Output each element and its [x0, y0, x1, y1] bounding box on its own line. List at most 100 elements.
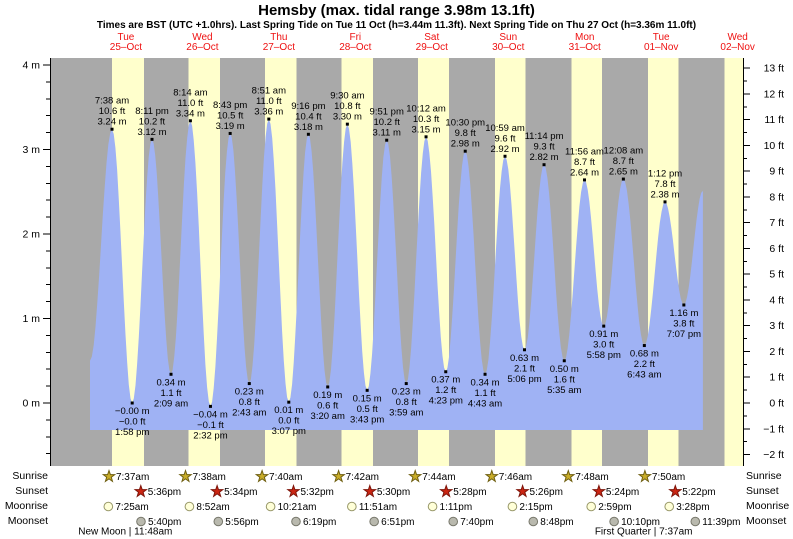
tide-annotation-low: 1.16 m: [669, 308, 698, 319]
right-axis-label: 2 ft: [769, 346, 784, 358]
tide-annotation-low: −0.1 ft: [197, 420, 224, 431]
sunrise-star-icon: [408, 468, 423, 483]
tide-annotation-low: 0.37 m: [431, 375, 460, 386]
sunset-time: 5:30pm: [377, 487, 410, 498]
tide-annotation-low: 5:35 am: [547, 385, 581, 396]
tide-annotation-low: 4:23 pm: [429, 396, 463, 407]
moonrise-time: 10:21am: [278, 502, 317, 513]
tide-annotation-low: 3:20 am: [311, 411, 345, 422]
tide-annotation-low: 3:59 am: [389, 408, 423, 419]
left-axis-label: 2 m: [22, 229, 40, 241]
sunrise-star-icon: [331, 468, 346, 483]
tide-annotation-high: 9:30 am: [330, 91, 364, 102]
moonrise-icon: [347, 501, 357, 512]
tide-annotation-low: 7:07 pm: [667, 329, 701, 340]
day-label: Sun 30–Oct: [492, 32, 524, 53]
tide-annotation-low: 4:43 am: [468, 398, 502, 409]
tide-point-dot: [326, 385, 330, 389]
tide-annotation-low: 0.15 m: [353, 393, 382, 404]
tide-point-dot: [385, 138, 389, 142]
tide-point-dot: [365, 388, 369, 392]
tide-point-dot: [169, 372, 173, 376]
moonrise-time: 1:11pm: [440, 502, 473, 513]
tide-annotation-low: 0.91 m: [589, 329, 618, 340]
moonrise-time: 8:52am: [196, 502, 229, 513]
tide-point-dot: [188, 119, 192, 123]
tide-annotation-low: −0.00 m: [115, 406, 150, 417]
tide-annotation-high: 2.64 m: [570, 167, 599, 178]
tide-annotation-high: 8:11 pm: [135, 106, 169, 117]
sunset-star-icon: [362, 484, 378, 498]
sunset-star-icon: [668, 483, 683, 498]
right-axis-label: 13 ft: [764, 63, 785, 75]
tide-annotation-low: 1.6 ft: [554, 374, 575, 385]
moonrise-icon: [265, 501, 276, 512]
moonrise-time: 2:15pm: [519, 502, 552, 513]
tide-annotation-high: 10:12 am: [406, 103, 446, 114]
tide-annotation-low: 0.34 m: [471, 377, 500, 388]
tide-annotation-high: 2.38 m: [650, 189, 679, 200]
right-axis-label: 4 ft: [769, 294, 784, 306]
tide-point-dot: [483, 372, 487, 376]
day-label: Sat 29–Oct: [416, 32, 448, 53]
sunrise-star-icon: [254, 469, 270, 483]
tide-annotation-low: 2:43 am: [232, 408, 266, 419]
tide-annotation-low: −0.04 m: [193, 409, 228, 420]
tide-annotation-high: 10:59 am: [485, 123, 525, 134]
moonset-icon: [448, 516, 459, 527]
tide-annotation-high: 11.0 ft: [256, 96, 282, 107]
day-label: Tue 01–Nov: [644, 32, 678, 53]
right-axis-label: 11 ft: [764, 114, 784, 126]
tide-annotation-low: 2.2 ft: [634, 359, 655, 370]
sunrise-star-icon: [561, 468, 576, 483]
tide-point-dot: [150, 137, 154, 141]
tide-annotation-high: 8:51 am: [252, 86, 286, 97]
tide-point-dot: [130, 401, 134, 405]
sunset-star-icon: [209, 483, 225, 498]
sunset-time: 5:22pm: [682, 487, 715, 498]
tide-annotation-high: 2.65 m: [609, 167, 638, 178]
tide-annotation-high: 7.8 ft: [654, 179, 675, 190]
left-axis-label: 0 m: [22, 398, 40, 410]
tide-annotation-low: 6:43 am: [627, 370, 661, 381]
moonset-time: 5:56pm: [225, 517, 258, 528]
sunrise-time: 7:48am: [575, 472, 608, 483]
tide-annotation-low: 0.34 m: [156, 377, 185, 388]
tide-annotation-high: 3.19 m: [216, 121, 245, 132]
tide-annotation-high: 11:14 pm: [525, 131, 564, 142]
tide-area: [90, 119, 703, 430]
tide-annotation-high: 2.82 m: [530, 152, 559, 163]
tide-annotation-high: 3.18 m: [294, 122, 323, 133]
tide-point-dot: [523, 348, 527, 352]
tide-annotation-low: 0.19 m: [313, 390, 342, 401]
day-label: Tue 25–Oct: [110, 32, 142, 53]
tide-point-dot: [110, 127, 114, 131]
sunset-star-icon: [515, 483, 530, 498]
tide-annotation-low: 5:58 pm: [587, 350, 621, 361]
right-axis-label: 9 ft: [769, 166, 784, 178]
sunset-star-icon: [286, 483, 301, 498]
tide-annotation-high: 8:14 am: [173, 87, 207, 98]
moonrise-icon: [103, 501, 114, 512]
day-label: Wed 02–Nov: [720, 32, 754, 53]
right-axis-label: 3 ft: [769, 320, 784, 332]
tide-annotation-low: 1.1 ft: [160, 388, 181, 399]
sunrise-time: 7:40am: [269, 472, 302, 483]
moonset-time: 7:40pm: [460, 517, 493, 528]
page-subtitle: Times are BST (UTC +1.0hrs). Last Spring…: [96, 20, 697, 31]
right-axis-label: 10 ft: [764, 140, 785, 152]
moonrise-row-label-left: Moonrise: [4, 500, 48, 512]
tide-annotation-high: 2.98 m: [451, 139, 480, 150]
sunrise-time: 7:42am: [346, 472, 379, 483]
left-axis-label: 3 m: [22, 144, 40, 156]
sunset-star-icon: [439, 483, 454, 498]
page-title: Hemsby (max. tidal range 3.98m 13.1ft): [258, 2, 535, 19]
tide-annotation-high: 3.36 m: [254, 107, 283, 118]
moonrise-icon: [427, 501, 438, 512]
tide-annotation-high: 9.3 ft: [533, 142, 554, 153]
sunset-row-label-left: Sunset: [15, 485, 48, 497]
left-axis-label: 4 m: [22, 60, 40, 72]
tide-point-dot: [208, 404, 212, 408]
tide-annotation-high: 9.8 ft: [455, 128, 476, 139]
tide-annotation-high: 9:51 pm: [370, 107, 404, 118]
